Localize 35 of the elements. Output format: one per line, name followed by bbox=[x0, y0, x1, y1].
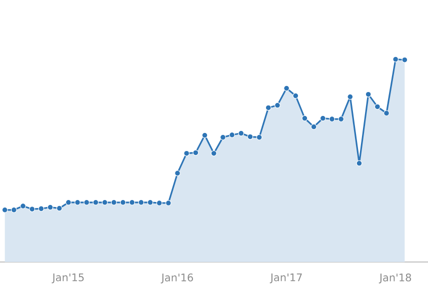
point bbox=[320, 115, 326, 122]
x-tick-label: Jan'15 bbox=[52, 274, 84, 284]
x-tick-label: Jan'17 bbox=[270, 274, 302, 284]
point bbox=[328, 116, 335, 122]
x-tick-label: Jan'16 bbox=[160, 274, 193, 284]
point bbox=[265, 104, 272, 111]
point bbox=[310, 124, 317, 130]
point bbox=[284, 85, 290, 92]
point bbox=[274, 102, 280, 108]
point bbox=[29, 206, 36, 212]
point bbox=[202, 132, 208, 138]
x-tick-label: Jan'18 bbox=[378, 274, 412, 284]
point bbox=[292, 92, 299, 99]
point bbox=[356, 160, 362, 166]
point bbox=[56, 205, 62, 212]
point bbox=[220, 134, 226, 140]
point bbox=[374, 104, 380, 110]
point bbox=[38, 206, 44, 212]
point bbox=[47, 204, 54, 210]
point bbox=[210, 150, 217, 156]
point bbox=[365, 91, 372, 98]
point bbox=[402, 56, 408, 63]
point bbox=[247, 134, 254, 140]
point bbox=[302, 115, 308, 122]
point bbox=[238, 130, 244, 136]
point bbox=[20, 203, 26, 210]
point bbox=[384, 110, 390, 116]
point bbox=[174, 170, 180, 176]
point bbox=[256, 134, 262, 140]
point bbox=[165, 200, 172, 206]
point bbox=[338, 116, 344, 122]
point bbox=[184, 150, 190, 156]
point bbox=[156, 200, 162, 206]
point bbox=[192, 150, 199, 156]
point bbox=[392, 56, 399, 62]
